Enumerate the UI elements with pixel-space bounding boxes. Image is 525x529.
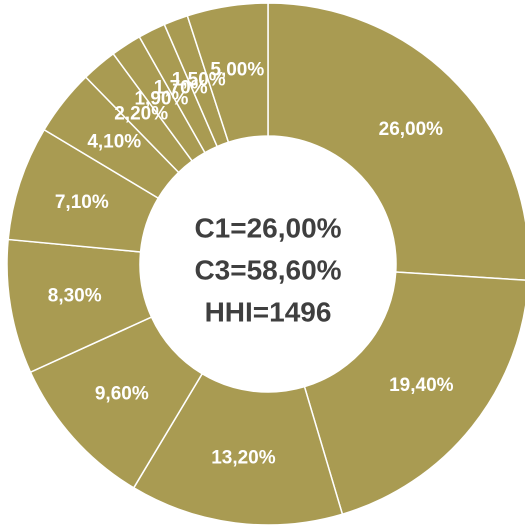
slice-label: 1,70% xyxy=(154,78,208,99)
center-label: C3=58,60% xyxy=(194,254,341,285)
slice-label: 7,10% xyxy=(55,192,109,213)
slice-label: 26,00% xyxy=(379,119,444,140)
slice-label: 1,50% xyxy=(172,70,226,91)
slice-label: 2,20% xyxy=(114,104,168,125)
slice xyxy=(267,2,525,281)
slice xyxy=(132,372,344,526)
slice xyxy=(186,2,269,144)
center-label: HHI=1496 xyxy=(205,296,332,327)
slice-label: 13,20% xyxy=(211,447,276,468)
labels: 26,00% 19,40% 13,20% 9,60% 8,30% 7,10% 4,10% 2,… xyxy=(48,59,454,468)
slice-label: 4,10% xyxy=(87,131,141,152)
slice xyxy=(303,271,525,516)
slice-label: 9,60% xyxy=(95,384,149,405)
slice-label: 5,00% xyxy=(210,59,264,80)
slices xyxy=(6,2,525,526)
slice-label: 19,40% xyxy=(389,375,454,396)
center-label: C1=26,00% xyxy=(194,212,341,243)
slice-label: 8,30% xyxy=(48,285,102,306)
slice-label: 1,90% xyxy=(134,89,188,110)
